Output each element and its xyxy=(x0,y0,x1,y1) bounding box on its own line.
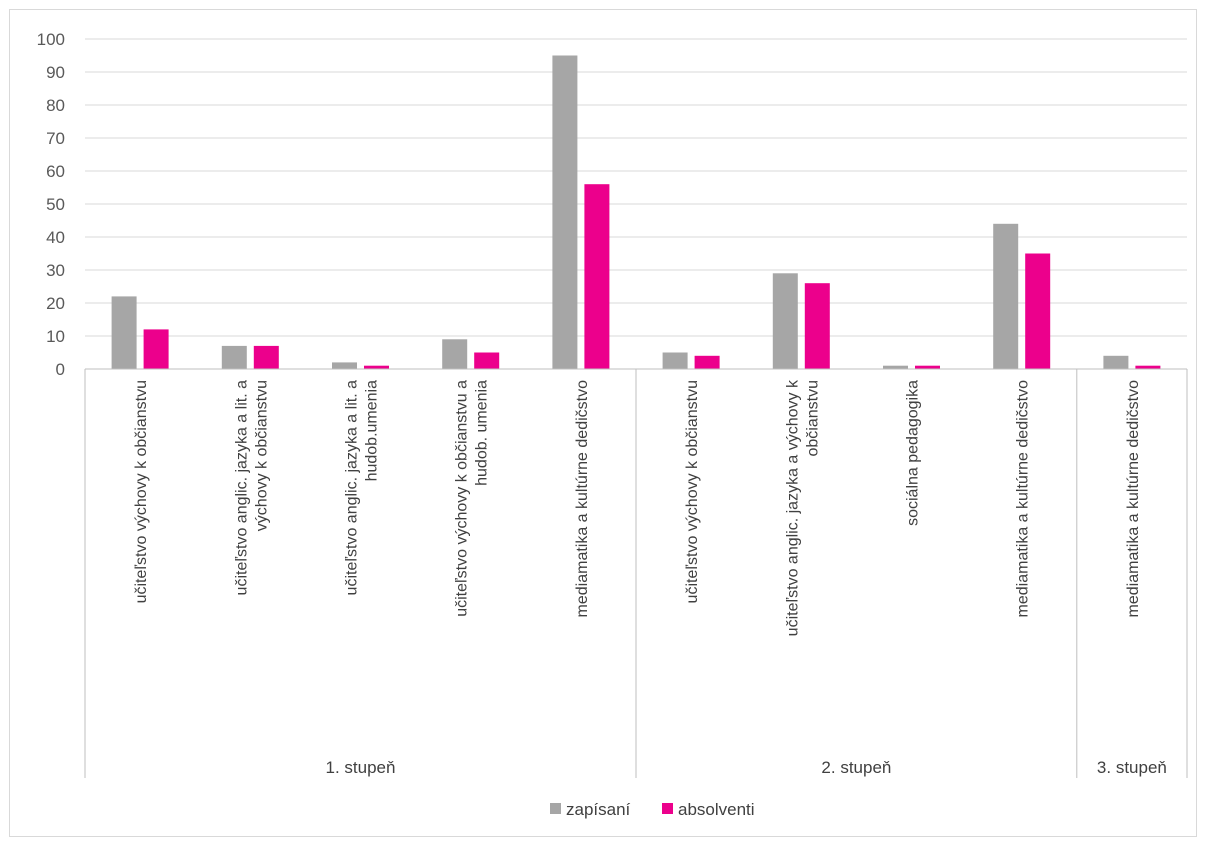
category-label: hudob. umenia xyxy=(474,380,491,486)
legend-swatch xyxy=(662,803,673,814)
bar-zapisani xyxy=(1103,355,1129,369)
category-label: mediamatika a kultúrne dedičstvo xyxy=(1015,380,1032,618)
category-label: učiteľstvo výchovy k občianstvu xyxy=(684,380,701,603)
bar-absolventi xyxy=(804,283,830,369)
bar-zapisani xyxy=(662,352,688,369)
category-label: učiteľstvo anglic. jazyka a lit. a xyxy=(344,380,361,596)
y-tick-label: 100 xyxy=(37,30,65,49)
category-label: sociálna pedagogika xyxy=(905,380,922,526)
bar-absolventi xyxy=(364,365,389,369)
bar-zapisani xyxy=(552,55,578,369)
y-tick-label: 50 xyxy=(46,195,65,214)
group-label: 1. stupeň xyxy=(326,758,396,777)
y-tick-label: 10 xyxy=(46,327,65,346)
bar-absolventi xyxy=(1025,253,1051,369)
category-label: mediamatika a kultúrne dedičstvo xyxy=(1125,380,1142,618)
bar-absolventi xyxy=(694,355,720,369)
bar-zapisani xyxy=(993,223,1019,369)
bar-absolventi xyxy=(915,365,940,369)
bar-absolventi xyxy=(474,352,500,369)
chart-frame xyxy=(9,9,1197,837)
legend-label: absolventi xyxy=(678,800,755,819)
y-tick-label: 30 xyxy=(46,261,65,280)
category-label: učiteľstvo anglic. jazyka a lit. a xyxy=(233,380,250,596)
bar-zapisani xyxy=(772,273,798,369)
legend-swatch xyxy=(550,803,561,814)
category-label: učiteľstvo výchovy k občianstvu a xyxy=(454,380,471,617)
bar-zapisani xyxy=(883,365,908,369)
y-tick-label: 0 xyxy=(56,360,65,379)
category-label: výchovy k občianstvu xyxy=(253,380,270,531)
bar-zapisani xyxy=(111,296,137,369)
y-tick-label: 60 xyxy=(46,162,65,181)
bar-absolventi xyxy=(1135,365,1161,369)
y-tick-label: 20 xyxy=(46,294,65,313)
y-tick-label: 90 xyxy=(46,63,65,82)
category-label: učiteľstvo anglic. jazyka a výchovy k xyxy=(784,379,801,636)
category-label: občianstvu xyxy=(804,380,821,457)
bar-absolventi xyxy=(143,329,169,369)
bar-zapisani xyxy=(442,339,468,369)
bar-absolventi xyxy=(584,184,610,369)
y-tick-label: 80 xyxy=(46,96,65,115)
category-label: hudob.umenia xyxy=(364,380,381,482)
group-label: 2. stupeň xyxy=(821,758,891,777)
bar-zapisani xyxy=(221,345,247,369)
bar-absolventi xyxy=(253,345,279,369)
category-label: mediamatika a kultúrne dedičstvo xyxy=(574,380,591,618)
y-tick-label: 70 xyxy=(46,129,65,148)
category-label: učiteľstvo výchovy k občianstvu xyxy=(133,380,150,603)
group-label: 3. stupeň xyxy=(1097,758,1167,777)
bar-zapisani xyxy=(332,362,357,369)
legend-label: zapísaní xyxy=(566,800,631,819)
y-tick-label: 40 xyxy=(46,228,65,247)
